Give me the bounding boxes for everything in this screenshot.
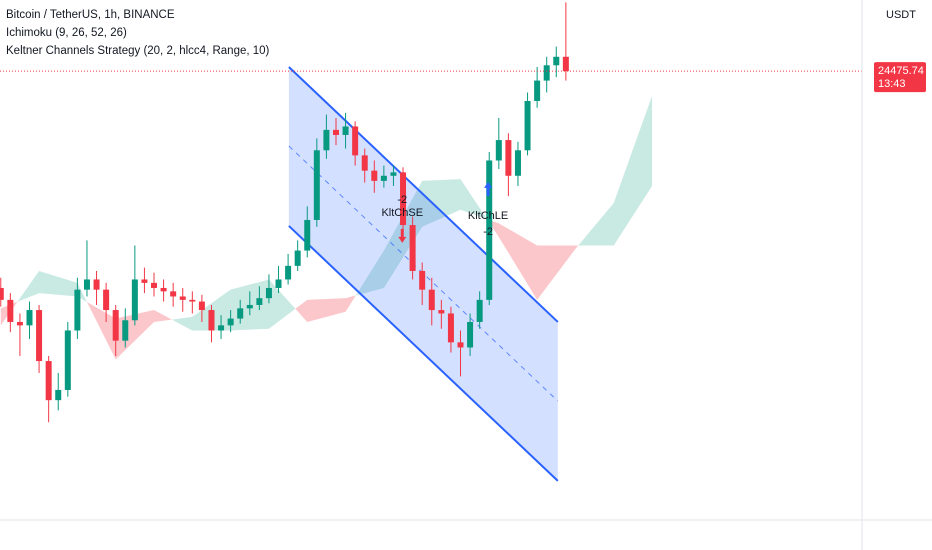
candle-body: [55, 389, 62, 401]
candle-body: [131, 279, 138, 321]
candle-body: [553, 56, 560, 66]
candle-body: [342, 126, 349, 135]
channel-upper: [288, 66, 559, 323]
indicator-label: Ichimoku (9, 26, 52, 26): [6, 27, 127, 39]
signal-label: KltChLE: [468, 210, 508, 222]
candle-body: [486, 160, 493, 300]
candle-body: [151, 282, 158, 288]
candle-body: [208, 310, 215, 331]
candle-body: [313, 150, 320, 220]
candle-body: [93, 279, 100, 290]
cloud-segment: [578, 202, 614, 246]
candle-body: [428, 289, 435, 311]
indicator-label: Keltner Channels Strategy (20, 2, hlcc4,…: [6, 45, 270, 57]
signal-qty: -2: [397, 194, 407, 206]
channel-lower: [288, 225, 559, 482]
cloud-segment: [86, 301, 116, 360]
candle-body: [7, 299, 14, 322]
currency-label: USDT: [886, 9, 916, 21]
candle-body: [256, 298, 263, 305]
candle-body: [122, 320, 129, 341]
candle-body: [237, 308, 244, 319]
candle-body: [380, 175, 387, 181]
countdown-label: 13:43: [878, 78, 906, 90]
candle-body: [562, 56, 569, 72]
cloud-segment: [39, 270, 78, 297]
candle-body: [16, 321, 23, 326]
candle-body: [83, 279, 90, 290]
candle-body: [323, 129, 330, 151]
candle-body: [495, 140, 502, 161]
cloud-segment: [268, 279, 296, 329]
candle-body: [285, 265, 292, 280]
candle-body: [438, 310, 445, 314]
candle-body: [103, 289, 110, 311]
candle-body: [265, 287, 272, 299]
candle-body: [352, 126, 359, 156]
cloud-segment: [613, 95, 653, 246]
candle-body: [534, 80, 541, 101]
candle-body: [227, 318, 234, 326]
cloud-segment: [295, 299, 308, 322]
candle-body: [476, 299, 483, 322]
candle-body: [294, 250, 301, 266]
candle-body: [543, 65, 550, 81]
candle-body: [361, 155, 368, 171]
cloud-segment: [575, 245, 579, 249]
candle-body: [189, 299, 196, 302]
last-price-label: 24475.74: [878, 65, 924, 77]
candle-body: [246, 304, 253, 309]
cloud-segment: [537, 245, 576, 300]
candle-body: [218, 325, 225, 331]
candle-body: [141, 279, 148, 283]
signal-label: KltChSE: [381, 207, 423, 219]
signal-qty: -2: [483, 226, 493, 238]
candle-body: [332, 129, 339, 135]
cloud-segment: [355, 250, 384, 296]
candle-body: [170, 291, 177, 297]
candle-body: [74, 289, 81, 331]
candle-body: [419, 270, 426, 290]
candle-body: [160, 287, 167, 292]
candle-body: [0, 287, 4, 300]
candle-body: [45, 361, 52, 401]
last-price-box: [874, 62, 926, 93]
candle-body: [371, 170, 378, 181]
candle-body: [390, 172, 397, 176]
signal-arrow: [398, 228, 407, 243]
candle-body: [36, 310, 43, 362]
candle-body: [447, 313, 454, 343]
candle-body: [457, 342, 464, 348]
candle-body: [198, 301, 205, 311]
candle-body: [64, 330, 71, 390]
candle-body: [26, 310, 33, 326]
candle-body: [400, 172, 407, 226]
candle-body: [467, 321, 474, 348]
cloud-segment: [345, 295, 356, 312]
channel-middle: [288, 145, 559, 402]
cloud-segment: [460, 179, 488, 220]
candle-body: [304, 219, 311, 251]
cloud-segment: [498, 223, 538, 300]
candles: [0, 2, 569, 423]
candle-body: [409, 225, 416, 271]
cloud-segment: [171, 316, 193, 331]
candle-body: [275, 279, 282, 288]
cloud-segment: [422, 179, 461, 227]
candle-body: [524, 100, 531, 151]
cloud-segment: [307, 298, 346, 322]
signal-arrow: [484, 181, 493, 196]
candle-body: [179, 296, 186, 300]
cloud-segment: [17, 270, 40, 302]
chart-title: Bitcoin / TetherUS, 1h, BINANCE: [6, 9, 175, 21]
candle-body: [514, 150, 521, 176]
candle-body: [112, 310, 119, 341]
candle-body: [505, 140, 512, 176]
cloud-segment: [154, 310, 172, 322]
